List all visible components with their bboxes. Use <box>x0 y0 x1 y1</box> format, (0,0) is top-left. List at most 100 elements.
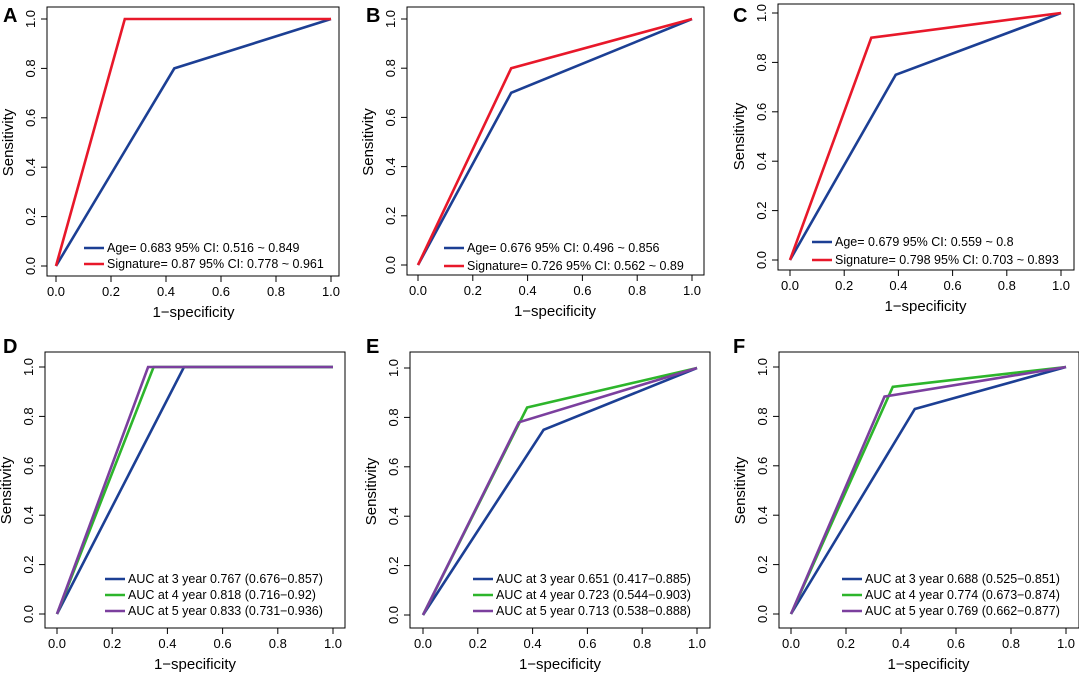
x-tick-label: 0.2 <box>102 284 120 299</box>
legend-label: Age= 0.676 95% CI: 0.496 ~ 0.856 <box>467 241 660 255</box>
y-tick-label: 0.0 <box>21 605 36 623</box>
legend-label: AUC at 4 year 0.818 (0.716−0.92) <box>128 588 316 602</box>
x-tick-label: 0.6 <box>944 278 962 293</box>
legend-label: AUC at 3 year 0.651 (0.417−0.885) <box>496 572 691 586</box>
x-tick-label: 0.2 <box>835 278 853 293</box>
y-tick-label: 0.6 <box>383 108 398 126</box>
y-tick-label: 0.6 <box>754 103 769 121</box>
y-tick-label: 0.0 <box>754 251 769 269</box>
y-tick-label: 1.0 <box>21 358 36 376</box>
x-tick-label: 0.4 <box>158 636 176 651</box>
roc-line-auc-at-5-year <box>421 366 698 616</box>
y-tick-label: 0.8 <box>754 53 769 71</box>
x-tick-label: 0.8 <box>628 283 646 298</box>
legend-label: AUC at 4 year 0.774 (0.673−0.874) <box>865 588 1060 602</box>
x-tick-label: 0.0 <box>48 636 66 651</box>
y-tick-label: 0.8 <box>23 59 38 77</box>
legend-label: Signature= 0.726 95% CI: 0.562 ~ 0.89 <box>467 259 684 273</box>
legend-label: AUC at 3 year 0.688 (0.525−0.851) <box>865 572 1060 586</box>
legend-label: Signature= 0.798 95% CI: 0.703 ~ 0.893 <box>835 253 1059 267</box>
panel-letter-a: A <box>3 5 17 27</box>
y-tick-label: 0.2 <box>383 207 398 225</box>
x-tick-label: 1.0 <box>322 284 340 299</box>
panel-letter-d: D <box>3 336 17 358</box>
y-tick-label: 0.0 <box>383 256 398 274</box>
y-tick-label: 0.2 <box>386 557 401 575</box>
y-tick-label: 0.2 <box>21 556 36 574</box>
x-tick-label: 0.4 <box>519 283 537 298</box>
plot-frame <box>777 3 1075 271</box>
x-tick-label: 1.0 <box>1057 636 1075 651</box>
y-tick-label: 1.0 <box>754 4 769 22</box>
x-axis-title: 1−specificity <box>514 303 597 320</box>
plot-frame <box>778 351 1079 629</box>
x-tick-label: 0.6 <box>214 636 232 651</box>
y-tick-label: 0.0 <box>23 257 38 275</box>
x-tick-label: 0.8 <box>633 636 651 651</box>
x-tick-label: 0.0 <box>782 636 800 651</box>
legend-label: Signature= 0.87 95% CI: 0.778 ~ 0.961 <box>107 257 324 271</box>
legend-label: AUC at 3 year 0.767 (0.676−0.857) <box>128 572 323 586</box>
panel-e: E 0.0 0.2 0.4 0.6 0.8 1.0 0.0 0.2 0.4 0.6 0.8 1.0 1−s… <box>363 336 711 673</box>
y-tick-label: 0.4 <box>21 506 36 524</box>
roc-line-signature <box>788 11 1062 261</box>
plot-frame <box>44 351 346 629</box>
legend-label: AUC at 5 year 0.833 (0.731−0.936) <box>128 604 323 618</box>
y-axis-title: Sensitivity <box>731 102 748 170</box>
legend-label: AUC at 4 year 0.723 (0.544−0.903) <box>496 588 691 602</box>
y-tick-label: 0.4 <box>383 158 398 176</box>
panel-a: A 0.0 0.2 0.4 0.6 0.8 1.0 0.0 0.2 0.4 0.6 0.8 1.0 1−s… <box>0 5 340 321</box>
y-axis-title: Sensitivity <box>360 108 377 176</box>
roc-line-age <box>416 17 693 266</box>
y-tick-label: 0.4 <box>23 158 38 176</box>
x-tick-label: 0.6 <box>212 284 230 299</box>
x-tick-label: 1.0 <box>1052 278 1070 293</box>
x-tick-label: 0.2 <box>103 636 121 651</box>
x-tick-label: 0.0 <box>47 284 65 299</box>
y-axis-title: Sensitivity <box>0 108 17 176</box>
roc-line-age <box>788 11 1062 261</box>
roc-line-signature <box>416 17 693 266</box>
x-tick-label: 0.4 <box>892 636 910 651</box>
x-tick-label: 1.0 <box>683 283 701 298</box>
y-tick-label: 1.0 <box>386 359 401 377</box>
y-tick-label: 0.8 <box>21 407 36 425</box>
panel-c: C 0.0 0.2 0.4 0.6 0.8 1.0 0.0 0.2 0.4 0.6 0.8 1.0 1−s… <box>731 3 1075 315</box>
x-tick-label: 0.0 <box>414 636 432 651</box>
x-tick-label: 0.8 <box>267 284 285 299</box>
panel-f: F 0.0 0.2 0.4 0.6 0.8 1.0 0.0 0.2 0.4 0.6 0.8 1.0 1−s… <box>732 336 1079 673</box>
roc-line-auc-at-5-year <box>789 365 1067 615</box>
x-axis-title: 1−specificity <box>519 656 602 673</box>
x-tick-label: 0.8 <box>1002 636 1020 651</box>
x-tick-label: 0.6 <box>573 283 591 298</box>
plot-frame <box>406 6 705 276</box>
x-tick-label: 0.4 <box>889 278 907 293</box>
y-tick-label: 0.8 <box>755 407 770 425</box>
panel-letter-b: B <box>366 5 380 27</box>
x-tick-label: 1.0 <box>324 636 342 651</box>
y-tick-label: 0.6 <box>755 457 770 475</box>
roc-line-signature <box>54 17 331 267</box>
y-tick-label: 0.0 <box>755 605 770 623</box>
y-tick-label: 0.6 <box>23 109 38 127</box>
legend-label: AUC at 5 year 0.769 (0.662−0.877) <box>865 604 1060 618</box>
x-axis-title: 1−specificity <box>154 656 237 673</box>
x-tick-label: 0.2 <box>464 283 482 298</box>
x-tick-label: 1.0 <box>688 636 706 651</box>
y-tick-label: 0.4 <box>755 506 770 524</box>
x-tick-label: 0.4 <box>524 636 542 651</box>
panel-letter-c: C <box>733 5 747 27</box>
legend-label: Age= 0.679 95% CI: 0.559 ~ 0.8 <box>835 235 1014 249</box>
roc-line-auc-at-5-year <box>55 365 333 615</box>
y-tick-label: 1.0 <box>383 10 398 28</box>
x-tick-label: 0.8 <box>998 278 1016 293</box>
y-tick-label: 0.4 <box>754 152 769 170</box>
panel-b: B 0.0 0.2 0.4 0.6 0.8 1.0 0.0 0.2 0.4 0.6 0.8 1.0 1−s… <box>360 5 705 320</box>
x-tick-label: 0.4 <box>157 284 175 299</box>
y-tick-label: 0.4 <box>386 507 401 525</box>
y-tick-label: 0.8 <box>386 408 401 426</box>
panel-letter-e: E <box>366 336 379 358</box>
y-tick-label: 0.6 <box>386 458 401 476</box>
panel-d: D 0.0 0.2 0.4 0.6 0.8 1.0 0.0 0.2 0.4 0.6 0.8 1.0 1−s… <box>0 336 346 673</box>
